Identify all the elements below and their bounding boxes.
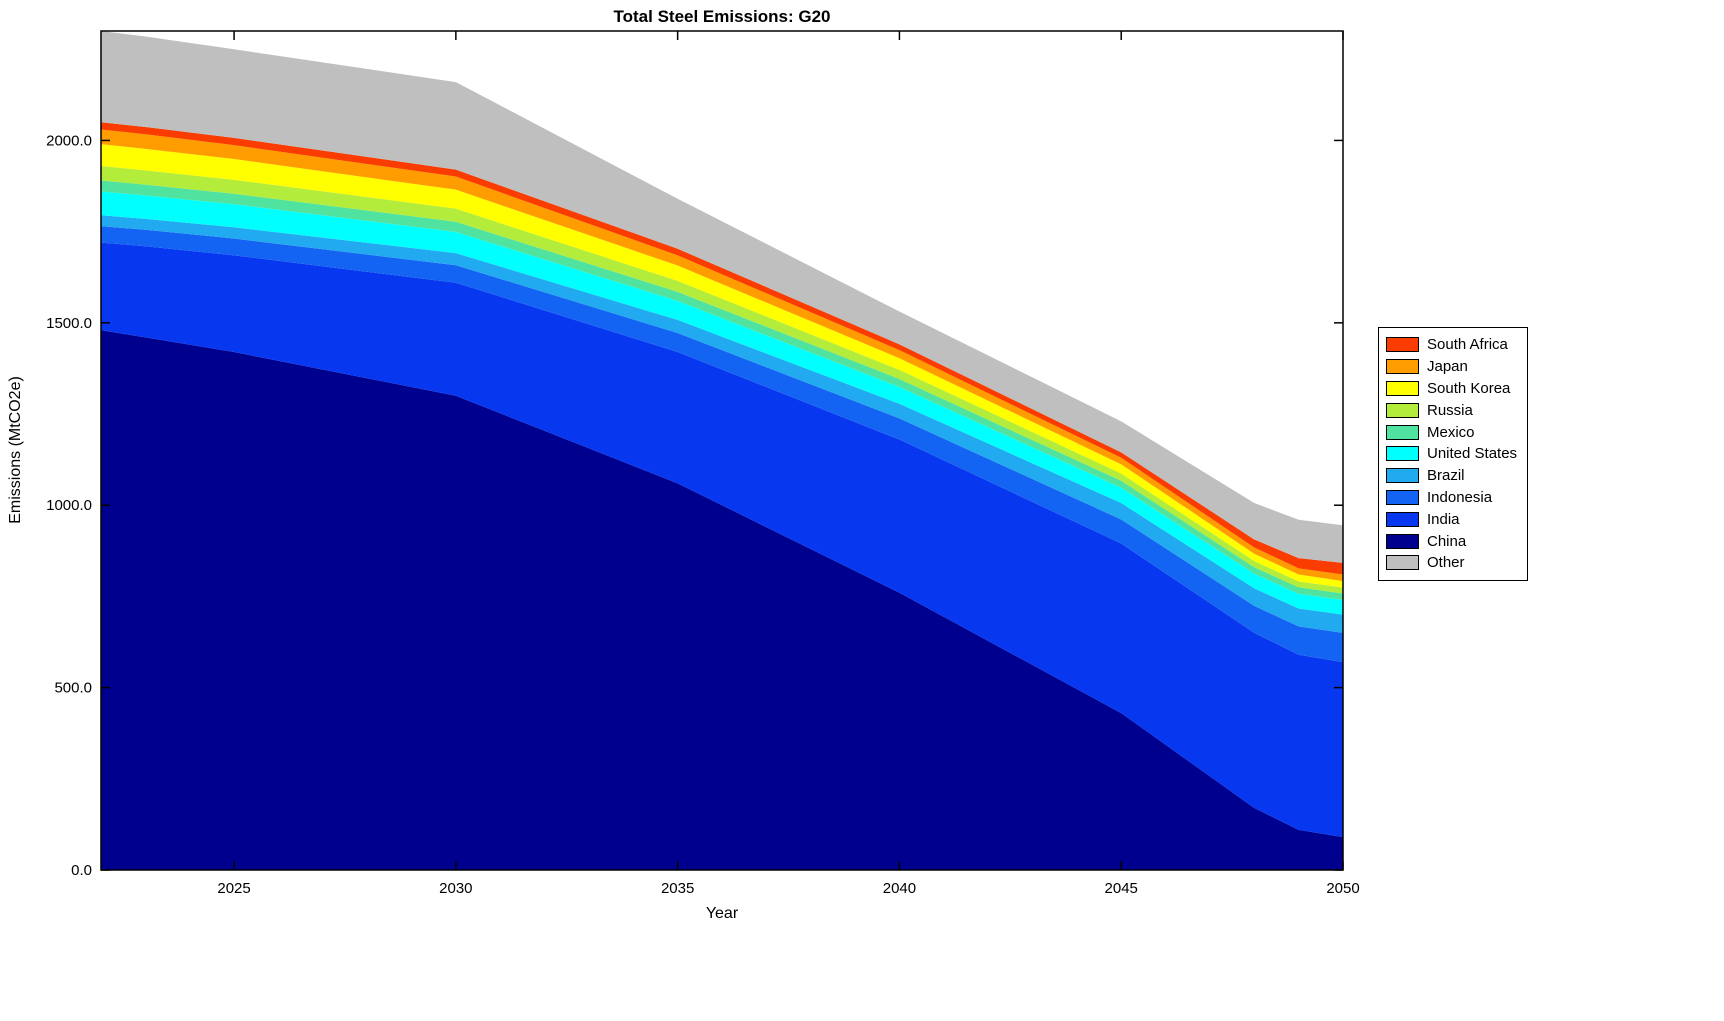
y-tick-label: 500.0: [54, 680, 92, 697]
y-tick-label: 2000.0: [46, 132, 92, 149]
legend-item-india: India: [1386, 508, 1517, 530]
plot-border: [100, 30, 1344, 871]
legend-swatch-united-states: [1386, 446, 1419, 462]
legend-swatch-indonesia: [1386, 489, 1419, 505]
x-tick-label: 2050: [1326, 880, 1359, 897]
legend-item-united-states: United States: [1386, 443, 1517, 465]
legend-swatch-south-korea: [1386, 380, 1419, 396]
x-axis-label: Year: [706, 905, 739, 922]
legend-item-china: China: [1386, 530, 1517, 552]
legend-item-south-korea: South Korea: [1386, 378, 1517, 400]
legend-item-japan: Japan: [1386, 356, 1517, 378]
legend: South Africa Japan South Korea Russia Mexico…: [1378, 327, 1529, 581]
legend-label: Other: [1427, 554, 1465, 572]
tick-labels: 2025 2030 2035 2040 2045 2050 0.0 500.0 1000.0 15…: [46, 132, 1360, 897]
x-tick-label: 2035: [661, 880, 694, 897]
legend-swatch-south-africa: [1386, 337, 1419, 353]
legend-swatch-mexico: [1386, 424, 1419, 440]
legend-label: South Africa: [1427, 336, 1508, 354]
x-tick-label: 2025: [217, 880, 250, 897]
legend-label: United States: [1427, 445, 1518, 463]
x-tick-label: 2030: [439, 880, 472, 897]
legend-swatch-china: [1386, 533, 1419, 549]
legend-label: Indonesia: [1427, 488, 1493, 506]
legend-swatch-russia: [1386, 402, 1419, 418]
legend-label: India: [1427, 510, 1460, 528]
legend-swatch-brazil: [1386, 468, 1419, 484]
area-band-china: [101, 330, 1343, 871]
x-tick-label: 2040: [883, 880, 916, 897]
area-band-other: [101, 31, 1343, 563]
legend-item-russia: Russia: [1386, 399, 1517, 421]
legend-swatch-india: [1386, 511, 1419, 527]
legend-item-brazil: Brazil: [1386, 465, 1517, 487]
y-tick-label: 1500.0: [46, 315, 92, 332]
area-bands: [101, 31, 1343, 871]
area-band-india: [101, 242, 1343, 838]
legend-swatch-japan: [1386, 359, 1419, 375]
y-tick-label: 1000.0: [46, 497, 92, 514]
legend-label: Japan: [1427, 358, 1468, 376]
legend-label: Brazil: [1427, 467, 1465, 485]
y-axis-label: Emissions (MtCO2e): [7, 376, 24, 524]
legend-item-other: Other: [1386, 552, 1517, 574]
x-tick-label: 2045: [1105, 880, 1138, 897]
legend-swatch-other: [1386, 555, 1419, 571]
legend-label: Mexico: [1427, 423, 1475, 441]
legend-item-mexico: Mexico: [1386, 421, 1517, 443]
y-tick-label: 0.0: [71, 862, 92, 879]
legend-label: Russia: [1427, 401, 1473, 419]
legend-item-south-africa: South Africa: [1386, 334, 1517, 356]
legend-item-indonesia: Indonesia: [1386, 487, 1517, 509]
legend-label: China: [1427, 532, 1467, 550]
chart-title: Total Steel Emissions: G20: [614, 7, 831, 26]
legend-label: South Korea: [1427, 379, 1511, 397]
